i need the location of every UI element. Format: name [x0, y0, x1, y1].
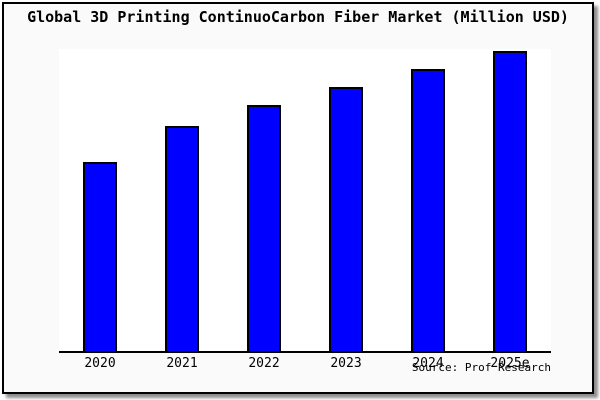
- bar-2025e: [493, 51, 527, 351]
- source-text: Source: Prof Research: [411, 361, 551, 374]
- x-tick-label-2025e: 2025e: [490, 356, 530, 371]
- x-tick-label-2021: 2021: [166, 356, 198, 371]
- x-axis-labels: 2020 2021 2022 2023 2024 2025e: [59, 356, 551, 372]
- bar-2023: [329, 87, 363, 351]
- bar-2020: [83, 162, 117, 351]
- x-tick-label-2023: 2023: [330, 356, 362, 371]
- bar-2021: [165, 126, 199, 351]
- plot-area: [59, 49, 551, 351]
- x-tick-label-2022: 2022: [248, 356, 280, 371]
- x-axis-line: [59, 351, 551, 353]
- bar-2022: [247, 105, 281, 351]
- bar-2024: [411, 69, 445, 351]
- chart-frame: Global 3D Printing ContinuoCarbon Fiber …: [2, 2, 594, 394]
- x-tick-label-2020: 2020: [84, 356, 116, 371]
- x-tick-label-2024: 2024: [412, 356, 444, 371]
- chart-title: Global 3D Printing ContinuoCarbon Fiber …: [27, 8, 569, 26]
